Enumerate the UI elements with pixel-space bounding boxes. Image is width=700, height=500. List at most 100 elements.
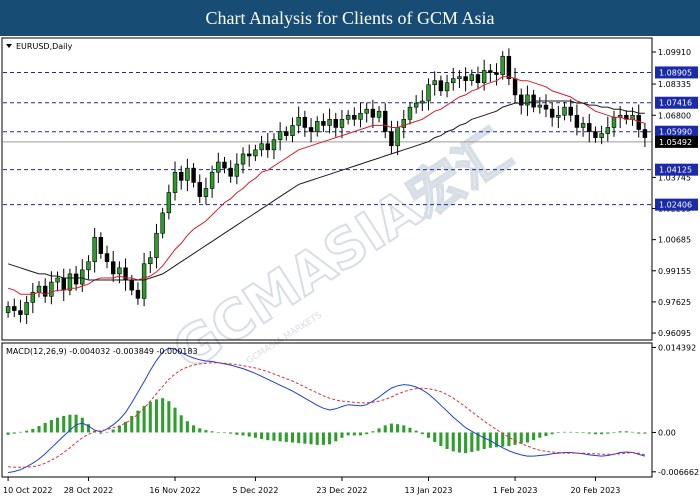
histogram-bar [507, 432, 511, 447]
candle-body [296, 116, 301, 126]
histogram-bar [198, 428, 202, 433]
level-label-box [655, 96, 698, 109]
candle-body [216, 161, 221, 173]
tick-label: 28 Oct 2022 [64, 486, 113, 495]
candle-body [209, 171, 215, 189]
histogram-bar [31, 428, 35, 433]
candle-body [370, 108, 376, 118]
histogram-bar [433, 432, 437, 442]
candle-body [129, 279, 134, 291]
tick-label: 1.09910 [658, 48, 691, 57]
candle-body [630, 114, 635, 120]
histogram-bar [154, 399, 159, 433]
candle-body [234, 163, 240, 177]
candle-body [593, 131, 598, 138]
signal-line [8, 362, 646, 468]
candle-body [413, 102, 419, 108]
histogram-bar [68, 414, 72, 433]
page-title: Chart Analysis for Clients of GCM Asia [205, 7, 495, 28]
candle-body [364, 108, 369, 114]
current-price-box [655, 135, 698, 148]
histogram-bar [476, 432, 480, 451]
candle-body [160, 212, 165, 234]
level-label: 1.07416 [659, 99, 692, 108]
candle-body [61, 277, 66, 291]
histogram-bar [532, 432, 536, 441]
candle-body [110, 261, 116, 275]
candle-body [5, 306, 11, 313]
histogram-bar [544, 432, 548, 436]
histogram-bar [618, 431, 622, 433]
histogram-bar [396, 424, 400, 433]
candle-body [562, 106, 567, 116]
histogram-bar [229, 432, 233, 434]
candle-body [98, 237, 104, 254]
chart-background [0, 36, 700, 500]
level-label: 1.05990 [659, 128, 692, 137]
histogram-bar [216, 432, 220, 434]
tick-label: 1 Feb 2023 [493, 486, 538, 495]
histogram-bar [402, 425, 406, 433]
histogram-bar [173, 407, 177, 433]
tick-label: 23 Dec 2022 [316, 486, 367, 495]
candle-body [104, 253, 110, 263]
candle-body [568, 106, 573, 116]
tick-label: 0.014392 [658, 343, 696, 352]
candle-body [636, 114, 641, 130]
candle-body [420, 100, 425, 104]
candle-body [444, 82, 450, 92]
tick-label: 1.06800 [658, 111, 691, 120]
histogram-bar [161, 398, 165, 433]
level-label-box [655, 198, 698, 211]
histogram-bar [439, 432, 443, 447]
histogram-bar [494, 432, 499, 448]
candle-body [352, 114, 357, 120]
histogram-bar [575, 432, 579, 434]
histogram-bar [247, 432, 251, 437]
candle-body [265, 143, 270, 151]
tick-label: 5 Dec 2022 [232, 486, 278, 495]
caret-down-icon [6, 44, 12, 48]
candle-body [611, 116, 617, 128]
candle-body [574, 114, 580, 128]
histogram-bar [519, 432, 523, 444]
histogram-bar [266, 432, 270, 441]
candle-body [277, 131, 283, 140]
histogram-bar [303, 432, 307, 444]
histogram-bar [352, 432, 356, 436]
ma-line [7, 100, 645, 281]
histogram-bar [587, 432, 591, 434]
level-label: 1.08905 [659, 68, 692, 77]
histogram-bar [111, 429, 115, 433]
candle-body [537, 104, 543, 108]
histogram-bar [346, 432, 350, 436]
symbol-label-group: EURUSD,Daily [6, 42, 73, 51]
histogram-bar [593, 432, 597, 435]
histogram-bar [538, 432, 542, 438]
histogram-bar [142, 405, 146, 433]
candle-body [284, 131, 289, 136]
histogram-bar [377, 428, 381, 433]
candle-body [333, 119, 338, 128]
histogram-bar [470, 432, 474, 452]
histogram-bar [383, 425, 387, 433]
histogram-bar [562, 431, 567, 433]
candle-body [24, 302, 29, 315]
candle-body [401, 119, 407, 128]
tick-label: 1.08335 [658, 80, 691, 89]
tick-label: 20 Feb 2023 [571, 486, 621, 495]
histogram-bar [569, 431, 573, 433]
candle-body [67, 273, 73, 291]
histogram-bar [43, 423, 47, 433]
histogram-bar [451, 432, 455, 452]
histogram-bar [556, 432, 560, 434]
price-axis: 1.099101.083351.068001.037451.022151.006… [651, 38, 698, 340]
histogram-bar [74, 414, 78, 433]
candle-body [605, 127, 611, 134]
tick-label: 1.00685 [658, 236, 691, 245]
candle-body [12, 306, 17, 311]
candle-body [407, 106, 413, 120]
histogram-bar [148, 401, 152, 433]
histogram-bar [426, 432, 431, 438]
candle-body [556, 114, 561, 118]
